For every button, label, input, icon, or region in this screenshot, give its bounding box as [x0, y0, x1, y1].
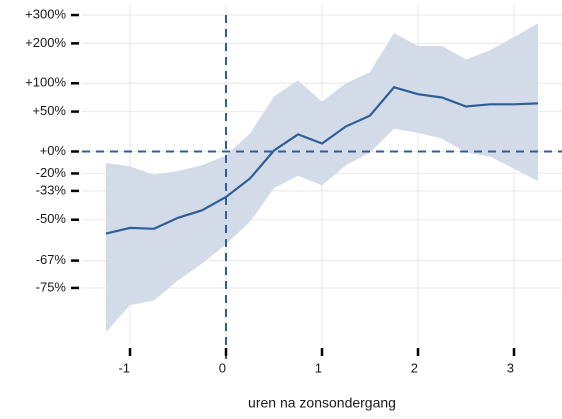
- x-axis-label: uren na zonsondergang: [248, 395, 396, 411]
- y-tick-label: +100%: [25, 75, 66, 90]
- x-tick-label: 3: [507, 360, 514, 375]
- y-tick-label: -67%: [36, 252, 67, 267]
- x-tick-label: 2: [411, 360, 418, 375]
- y-tick-label: +300%: [25, 6, 66, 21]
- x-tick-label: -1: [118, 360, 130, 375]
- line: [105, 86, 539, 235]
- y-tick-label: -33%: [36, 182, 67, 197]
- y-tick-label: +50%: [32, 103, 66, 118]
- y-tick-label: +200%: [25, 35, 66, 50]
- y-tick-label: -75%: [36, 279, 67, 294]
- confidence-band: [106, 23, 538, 332]
- y-tick-label: +0%: [40, 143, 67, 158]
- x-tick-label: 0: [219, 360, 226, 375]
- x-tick-label: 1: [315, 360, 322, 375]
- y-tick-label: -50%: [36, 211, 67, 226]
- y-tick-label: -20%: [36, 165, 67, 180]
